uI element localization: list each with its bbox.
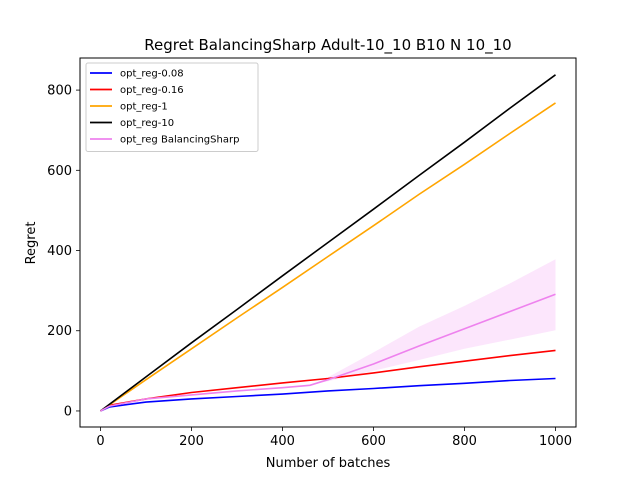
chart-title: Regret BalancingSharp Adult-10_10 B10 N … [144, 36, 511, 55]
y-tick-label: 200 [47, 324, 72, 339]
axis-ticks: 0 200 400 600 800 1000 0 200 400 600 800 [47, 84, 572, 449]
legend-label-2: opt_reg-1 [120, 102, 168, 113]
y-tick-label: 0 [64, 404, 72, 419]
legend-label-3: opt_reg-10 [120, 118, 174, 129]
x-axis-title: Number of batches [266, 456, 391, 471]
legend: opt_reg-0.08 opt_reg-0.16 opt_reg-1 opt_reg… [85, 62, 259, 152]
series-line-3 [100, 74, 556, 412]
legend-label-4: opt_reg BalancingSharp [120, 135, 239, 146]
legend-label-0: opt_reg-0.08 [120, 69, 184, 80]
y-tick-label: 800 [47, 84, 72, 99]
x-tick-label: 600 [361, 434, 386, 449]
x-tick-label: 1000 [539, 434, 572, 449]
x-tick-label: 0 [96, 434, 104, 449]
series-line-4 [100, 293, 556, 412]
x-tick-label: 200 [179, 434, 204, 449]
x-tick-label: 800 [452, 434, 477, 449]
series-line-0 [100, 377, 556, 412]
legend-label-1: opt_reg-0.16 [120, 85, 184, 96]
y-tick-label: 600 [47, 164, 72, 179]
x-tick-label: 400 [270, 434, 295, 449]
series-line-2 [100, 102, 556, 412]
plot-frame [79, 57, 577, 428]
y-axis-title: Regret [24, 222, 39, 265]
series-band-4 [100, 259, 556, 411]
y-tick-label: 400 [47, 244, 72, 259]
plot-area [100, 74, 556, 412]
legend-box [85, 62, 259, 152]
